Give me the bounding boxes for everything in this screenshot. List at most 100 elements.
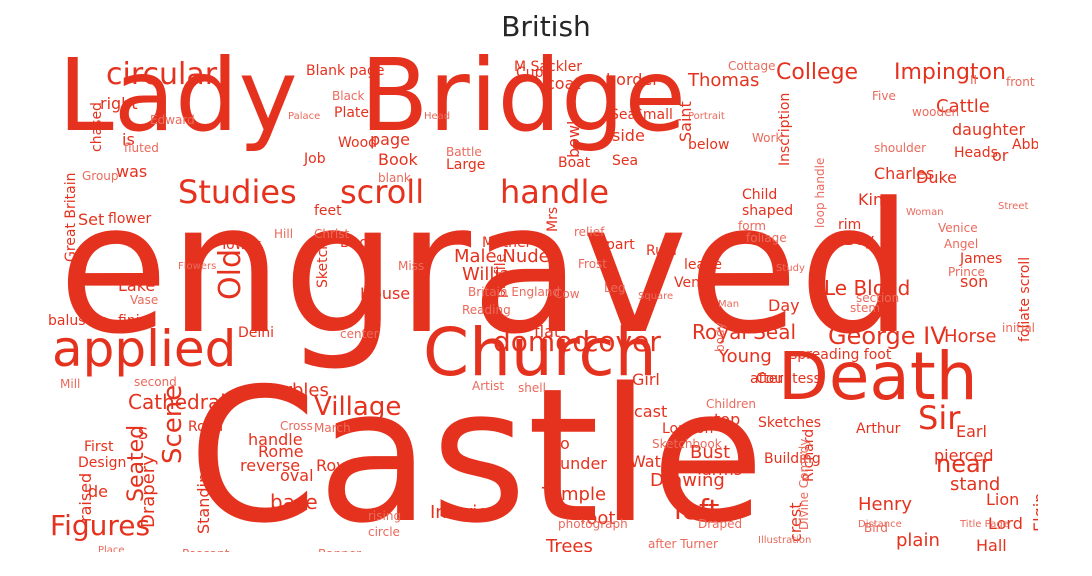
cloud-word: Sketches [758,415,822,431]
cloud-word: center [340,327,379,341]
cloud-word: Sketch [315,240,331,288]
cloud-word: circular [106,57,218,92]
cloud-word: below [688,137,730,153]
cloud-word: M Sackler [514,59,583,75]
cloud-word: II [970,73,978,87]
cloud-word: de [88,482,108,501]
cloud-word: Palace [288,111,321,122]
cloud-word: Marbles [258,380,329,401]
cloud-word: finial [118,313,153,329]
cloud-word: Portrait [688,111,725,122]
cloud-word: Thomas [688,70,760,91]
cloud-word: handle [248,430,303,449]
cloud-word: Death [778,338,978,415]
cloud-word: applied [52,320,237,378]
cloud-word: Large [446,157,486,173]
cloud-word: Sea [612,153,639,169]
cloud-word: Le Blond [824,276,911,300]
cloud-word: Figures [50,509,151,542]
cloud-word: Book [378,150,418,169]
cloud-word: Wood [338,135,378,151]
cloud-word: William [462,264,528,285]
cloud-word: Artist [472,379,505,393]
cloud-word: Prince [948,265,985,279]
cloud-word: under [560,454,607,473]
cloud-word: circle [368,525,400,539]
cloud-word: Elgin [1030,492,1038,532]
cloud-word: Mill [60,377,81,391]
cloud-word: Great Britain [63,172,79,262]
cloud-word: photograph [558,517,628,531]
cloud-word: foot [580,508,616,529]
cloud-word: Earl [956,422,987,441]
cloud-word: chased [89,102,105,152]
cloud-word: feet [314,203,342,219]
cloud-word: Draped [698,517,743,531]
cloud-word: Small [634,107,673,123]
cloud-word: Road [188,419,224,435]
cloud-word: Christ [314,227,350,241]
cloud-word: flower [108,211,152,227]
cloud-word: relief [574,225,605,239]
cloud-word: Study [776,263,805,274]
cloud-word: Bust [690,442,731,463]
cloud-word: Illustration [758,535,812,546]
cloud-word: Day [768,296,800,315]
cloud-word: Building [764,451,821,467]
cloud-word: arms [702,460,743,479]
cloud-word: section [856,291,900,305]
cloud-word: Cottage [728,59,776,73]
cloud-word: part [606,237,635,253]
cloud-word: Interior [430,502,496,523]
cloud-word: Sir [918,399,961,437]
cloud-word: Boy [844,230,875,249]
cloud-word: Henry [858,494,913,515]
cloud-word: Reading [462,303,511,317]
cloud-word: handle [500,173,610,211]
cloud-word: leave [684,257,722,273]
word-cloud: engraved Castle Lady Bridge Church Death appli… [38,52,1038,552]
cloud-word: side [612,126,645,145]
cloud-word: son [960,272,989,291]
cloud-word: Divine Comedy [797,438,811,530]
cloud-word: Mrs [545,206,561,232]
cloud-word: right [100,94,138,113]
cloud-word: Work [752,131,783,145]
cloud-word: scroll [340,173,425,211]
cloud-word: Lord [988,514,1023,533]
cloud-word: Britain England [468,285,561,299]
cloud-word: second [134,375,177,389]
cloud-word: Castle [188,348,765,552]
cloud-word: Royal Seal [692,320,797,344]
cloud-word: Duke [916,168,957,187]
cloud-word: was [116,162,148,181]
cloud-word: Charles [874,164,935,183]
cloud-word: Venus [674,275,717,291]
cloud-word: fluted [124,141,159,155]
cloud-word: pierced [934,446,994,465]
cloud-word: George IV [828,322,947,350]
cloud-word: Royal [316,456,360,475]
cloud-word: Child [742,187,778,203]
cloud-word: Job [304,151,326,167]
cloud-word: Countess [756,371,821,387]
cloud-word: near [936,450,991,478]
cloud-word: engraved [58,165,913,374]
cloud-word: Dog [340,235,369,251]
cloud-word: Arthur [856,421,901,437]
cloud-word: Five [872,89,896,103]
cloud-word: Sketchbook [652,437,722,451]
cloud-word: Ruin [646,243,677,259]
cloud-word: Temple [542,484,607,505]
cloud-word: Drawing [650,470,725,491]
cloud-word: Distance [858,519,902,530]
cloud-word: Frost [578,257,607,271]
cloud-word: rising [368,509,402,523]
cloud-word: Group [82,169,119,183]
cloud-word: No [548,434,570,453]
cloud-word: S [138,424,149,443]
cloud-word: after Turner [648,537,718,551]
cloud-word: Abbey [1012,137,1038,153]
cloud-word: flat [534,322,561,341]
cloud-word: Leg [604,281,626,295]
